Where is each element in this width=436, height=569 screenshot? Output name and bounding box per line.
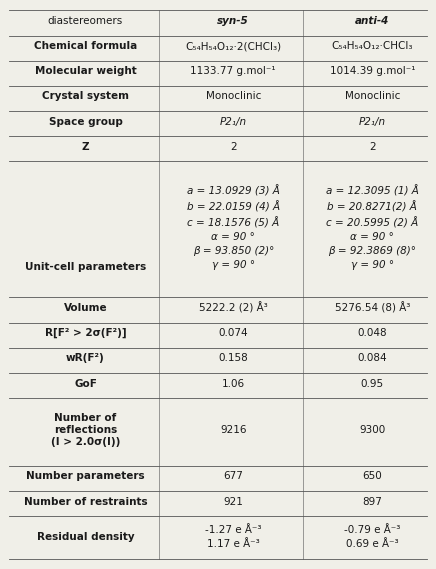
- Text: 9300: 9300: [359, 425, 385, 435]
- Text: diastereomers: diastereomers: [48, 16, 123, 26]
- Text: R[F² > 2σ(F²)]: R[F² > 2σ(F²)]: [44, 328, 126, 339]
- Text: P2₁/n: P2₁/n: [359, 117, 386, 127]
- Text: 9216: 9216: [220, 425, 246, 435]
- Text: 0.95: 0.95: [361, 378, 384, 389]
- Text: Space group: Space group: [48, 117, 123, 127]
- Text: 1014.39 g.mol⁻¹: 1014.39 g.mol⁻¹: [330, 67, 415, 76]
- Text: Molecular weight: Molecular weight: [34, 67, 136, 76]
- Text: 1133.77 g.mol⁻¹: 1133.77 g.mol⁻¹: [191, 67, 276, 76]
- Text: Monoclinic: Monoclinic: [344, 92, 400, 101]
- Text: Residual density: Residual density: [37, 533, 134, 542]
- Text: 0.048: 0.048: [358, 328, 387, 338]
- Text: GoF: GoF: [74, 378, 97, 389]
- Text: 897: 897: [362, 497, 382, 506]
- Text: 1.06: 1.06: [221, 378, 245, 389]
- Text: Volume: Volume: [64, 303, 107, 313]
- Text: -0.79 e Å⁻³
0.69 e Å⁻³: -0.79 e Å⁻³ 0.69 e Å⁻³: [344, 525, 401, 550]
- Text: -1.27 e Å⁻³
1.17 e Å⁻³: -1.27 e Å⁻³ 1.17 e Å⁻³: [205, 525, 262, 550]
- Text: Number of restraints: Number of restraints: [24, 497, 147, 506]
- Text: C₅₄H₅₄O₁₂·2(CHCl₃): C₅₄H₅₄O₁₂·2(CHCl₃): [185, 41, 281, 51]
- Text: anti-4: anti-4: [355, 16, 389, 26]
- Text: 0.158: 0.158: [218, 353, 248, 364]
- Text: 5222.2 (2) Å³: 5222.2 (2) Å³: [199, 302, 268, 314]
- Text: 921: 921: [223, 497, 243, 506]
- Text: Crystal system: Crystal system: [42, 92, 129, 101]
- Text: 0.084: 0.084: [358, 353, 387, 364]
- Text: 677: 677: [223, 472, 243, 481]
- Text: Chemical formula: Chemical formula: [34, 41, 137, 51]
- Text: 5276.54 (8) Å³: 5276.54 (8) Å³: [334, 302, 410, 314]
- Text: Unit-cell parameters: Unit-cell parameters: [25, 262, 146, 272]
- Text: Z: Z: [82, 142, 89, 152]
- Text: Number parameters: Number parameters: [26, 472, 145, 481]
- Text: Monoclinic: Monoclinic: [205, 92, 261, 101]
- Text: P2₁/n: P2₁/n: [220, 117, 247, 127]
- Text: syn-5: syn-5: [217, 16, 249, 26]
- Text: Number of
reflections
(I > 2.0σ(I)): Number of reflections (I > 2.0σ(I)): [51, 414, 120, 447]
- Text: a = 12.3095 (1) Å
b = 20.8271(2) Å
c = 20.5995 (2) Å
α = 90 °
β = 92.3869 (8)°
γ: a = 12.3095 (1) Å b = 20.8271(2) Å c = 2…: [326, 184, 419, 270]
- Text: wR(F²): wR(F²): [66, 353, 105, 364]
- Text: a = 13.0929 (3) Å
b = 22.0159 (4) Å
c = 18.1576 (5) Å
α = 90 °
β = 93.850 (2)°
γ: a = 13.0929 (3) Å b = 22.0159 (4) Å c = …: [187, 184, 280, 270]
- Text: 2: 2: [230, 142, 236, 152]
- Text: 2: 2: [369, 142, 375, 152]
- Text: C₅₄H₅₄O₁₂·CHCl₃: C₅₄H₅₄O₁₂·CHCl₃: [331, 41, 413, 51]
- Text: 0.074: 0.074: [218, 328, 248, 338]
- Text: 650: 650: [362, 472, 382, 481]
